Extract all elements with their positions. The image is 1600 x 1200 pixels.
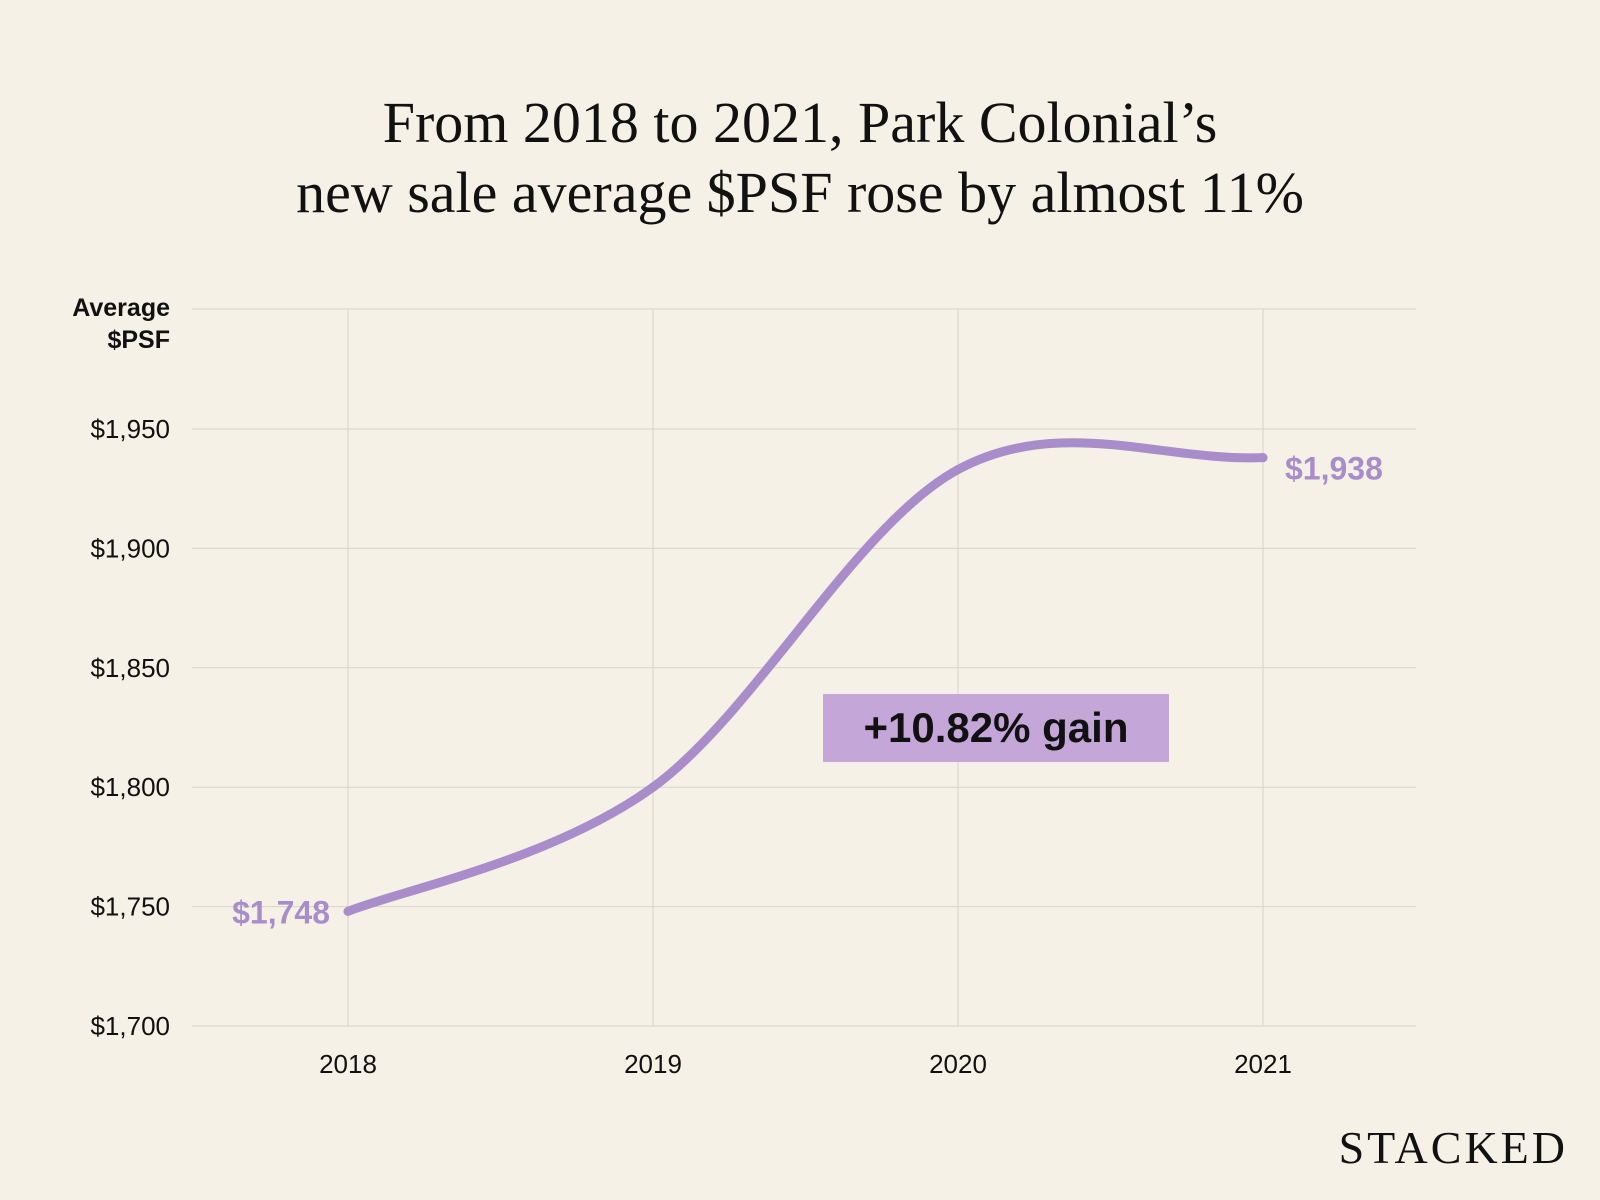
y-tick-label: $1,850 xyxy=(90,653,170,683)
y-tick-label: $1,700 xyxy=(90,1011,170,1041)
x-tick-label: 2019 xyxy=(624,1049,682,1079)
data-label-end: $1,938 xyxy=(1285,451,1383,487)
series-line xyxy=(343,438,1268,916)
chart-title: From 2018 to 2021, Park Colonial’s new s… xyxy=(0,88,1600,228)
y-axis-label-line-1: Average xyxy=(72,294,170,322)
annotation-box xyxy=(823,694,1169,762)
chart-title-line-2: new sale average $PSF rose by almost 11% xyxy=(296,160,1304,225)
y-tick-label: $1,950 xyxy=(90,414,170,444)
y-tick-label: $1,750 xyxy=(90,892,170,922)
chart-title-line-1: From 2018 to 2021, Park Colonial’s xyxy=(382,90,1218,155)
data-point xyxy=(648,782,658,792)
x-tick-label: 2020 xyxy=(929,1049,987,1079)
y-tick-label: $1,800 xyxy=(90,772,170,802)
brand-logo: STACKED xyxy=(1338,1122,1568,1173)
y-axis-label-line-2: $PSF xyxy=(107,326,170,354)
data-point xyxy=(343,906,353,916)
x-tick-label: 2021 xyxy=(1234,1049,1292,1079)
data-point xyxy=(1258,453,1268,463)
x-tick-label: 2018 xyxy=(319,1049,377,1079)
data-point xyxy=(953,465,963,475)
data-label-start: $1,748 xyxy=(232,894,330,930)
y-tick-label: $1,900 xyxy=(90,533,170,563)
annotation-text: +10.82% gain xyxy=(864,704,1129,751)
